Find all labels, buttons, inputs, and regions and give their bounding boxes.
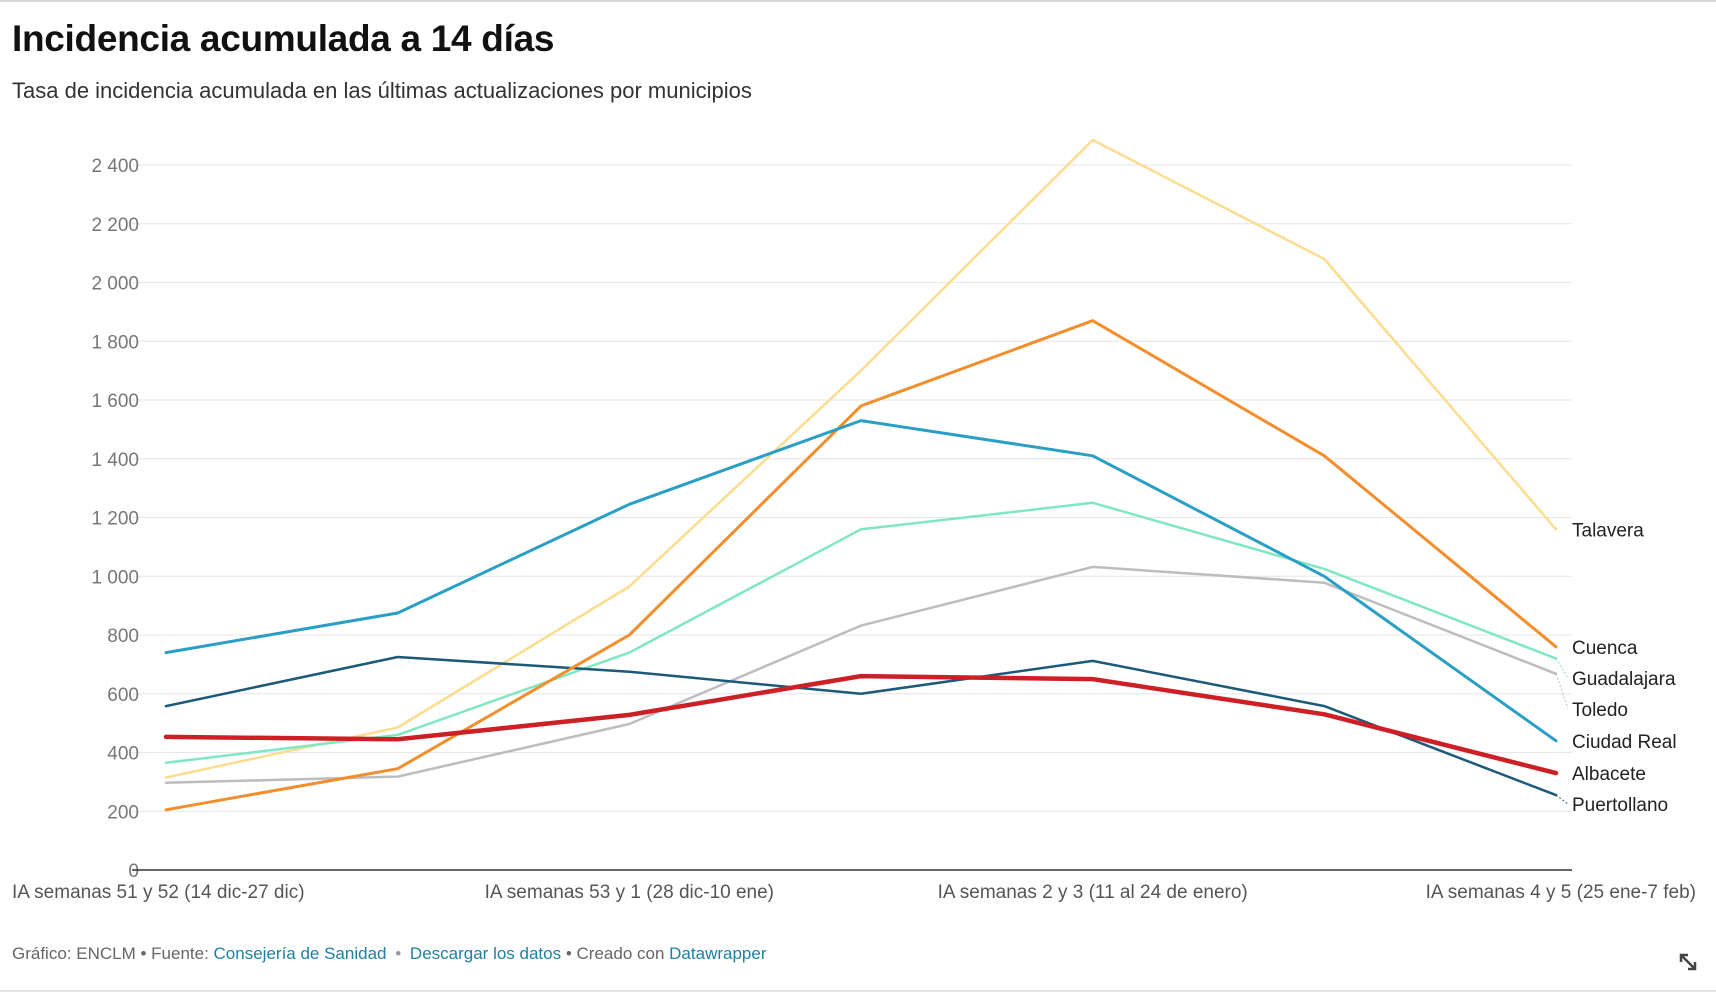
x-tick-label: IA semanas 4 y 5 (25 ene-7 feb) <box>1426 882 1696 903</box>
series-line-cuenca <box>164 319 1558 812</box>
y-axis: 0 200 400 600 800 1 000 1 200 1 400 1 600 1 800 2 … <box>91 156 139 882</box>
series-lines <box>163 138 1559 812</box>
label-connector <box>1555 658 1569 679</box>
series-label-talavera: Talavera <box>1572 520 1644 541</box>
series-labels: Talavera Cuenca Guadalajara Toledo Ciudad Re… <box>1555 520 1677 816</box>
series-line-talavera <box>164 138 1558 779</box>
y-tick-label: 200 <box>107 802 139 823</box>
chart-footer: Gráfico: ENCLM • Fuente: Consejería de S… <box>12 944 766 964</box>
label-connector <box>1555 794 1569 805</box>
download-data-link[interactable]: Descargar los datos <box>409 944 562 963</box>
x-axis: IA semanas 51 y 52 (14 dic-27 dic) IA sem… <box>12 869 1696 903</box>
series-line-toledo <box>164 565 1558 785</box>
y-tick-label: 2 000 <box>91 274 139 295</box>
series-line-puertollano <box>164 655 1558 797</box>
y-tick-label: 2 200 <box>91 215 139 236</box>
footer-created: • Creado con <box>565 944 665 963</box>
top-rule <box>0 0 1716 2</box>
y-tick-label: 1 200 <box>91 509 139 530</box>
y-tick-label: 1 800 <box>91 332 139 353</box>
series-label-cuenca: Cuenca <box>1572 638 1638 659</box>
series-label-ciudad-real: Ciudad Real <box>1572 732 1677 753</box>
label-connector <box>1555 673 1569 709</box>
series-label-toledo: Toledo <box>1572 700 1628 721</box>
x-tick-label: IA semanas 2 y 3 (11 al 24 de enero) <box>938 882 1248 903</box>
series-label-guadalajara: Guadalajara <box>1572 669 1676 690</box>
y-tick-label: 0 <box>128 861 139 882</box>
series-label-puertollano: Puertollano <box>1572 795 1668 816</box>
x-tick-label: IA semanas 53 y 1 (28 dic-10 ene) <box>485 882 774 903</box>
y-tick-label: 1 600 <box>91 391 139 412</box>
series-line-ciudad-real <box>164 419 1558 743</box>
footer-credit: Gráfico: ENCLM • Fuente: <box>12 944 209 963</box>
chart-subtitle: Tasa de incidencia acumulada en las últi… <box>12 78 752 103</box>
bottom-rule <box>0 990 1716 992</box>
resize-arrow-icon[interactable] <box>1678 952 1698 972</box>
y-tick-label: 400 <box>107 744 139 765</box>
y-tick-label: 1 000 <box>91 567 139 588</box>
source-link[interactable]: Consejería de Sanidad <box>213 944 387 963</box>
y-tick-label: 800 <box>107 626 139 647</box>
series-label-albacete: Albacete <box>1572 764 1646 785</box>
series-line-albacete <box>163 673 1559 776</box>
y-tick-label: 2 400 <box>91 156 139 177</box>
footer-separator: • <box>395 944 402 963</box>
line-chart: 0 200 400 600 800 1 000 1 200 1 400 1 600 1 800 2 … <box>12 138 1696 903</box>
grid-lines <box>132 164 1572 812</box>
x-tick-label: IA semanas 51 y 52 (14 dic-27 dic) <box>12 882 305 903</box>
y-tick-label: 1 400 <box>91 450 139 471</box>
y-tick-label: 600 <box>107 685 139 706</box>
datawrapper-link[interactable]: Datawrapper <box>669 944 767 963</box>
series-line-guadalajara <box>164 501 1558 765</box>
chart-title: Incidencia acumulada a 14 días <box>12 18 555 59</box>
